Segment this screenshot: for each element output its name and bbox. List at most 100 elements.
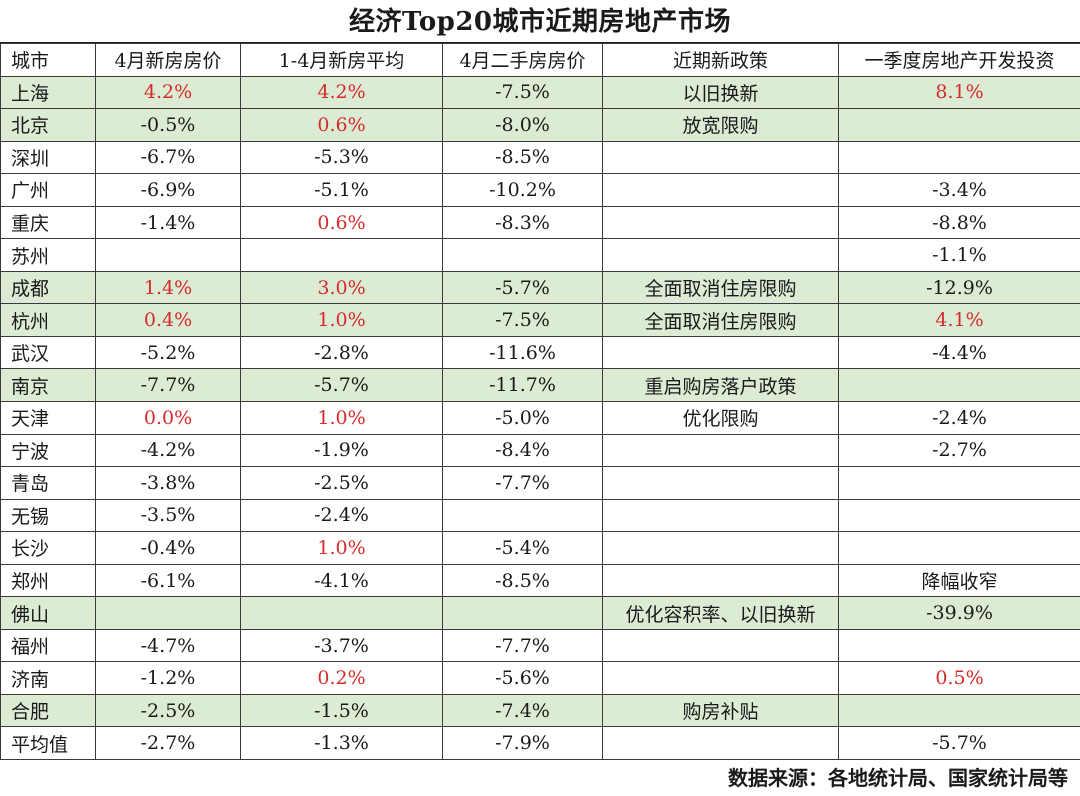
table-row: 郑州-6.1%-4.1%-8.5%降幅收窄 [1, 564, 1080, 597]
cell-jan-apr-avg: -2.4% [241, 499, 443, 532]
cell-jan-apr-avg: -5.3% [241, 141, 443, 174]
table-row: 福州-4.7%-3.7%-7.7% [1, 629, 1080, 662]
cell-city: 佛山 [1, 597, 96, 630]
cell-city: 长沙 [1, 532, 96, 565]
header-row: 城市 4月新房房价 1-4月新房平均 4月二手房房价 近期新政策 一季度房地产开… [1, 44, 1080, 77]
cell-jan-apr-avg: 0.2% [241, 662, 443, 695]
cell-apr-new-price: -2.7% [96, 727, 241, 760]
table-row: 南京-7.7%-5.7%-11.7%重启购房落户政策 [1, 369, 1080, 402]
cell-city: 北京 [1, 109, 96, 142]
cell-q1-investment [839, 532, 1080, 565]
cell-apr-new-price [96, 239, 241, 272]
cell-apr-new-price: -3.8% [96, 467, 241, 500]
cell-apr-resale-price: -7.7% [443, 629, 603, 662]
cell-city: 重庆 [1, 206, 96, 239]
cell-apr-resale-price: -8.5% [443, 141, 603, 174]
column-header-q1-investment: 一季度房地产开发投资 [839, 44, 1080, 77]
cell-city: 杭州 [1, 304, 96, 337]
cell-jan-apr-avg: 1.0% [241, 532, 443, 565]
column-header-apr-resale-price: 4月二手房房价 [443, 44, 603, 77]
cell-new-policy [603, 141, 839, 174]
cell-apr-new-price: -0.4% [96, 532, 241, 565]
cell-q1-investment [839, 499, 1080, 532]
cell-q1-investment: -3.4% [839, 174, 1080, 207]
cell-q1-investment: 0.5% [839, 662, 1080, 695]
cell-apr-resale-price: -11.7% [443, 369, 603, 402]
cell-apr-new-price: -2.5% [96, 694, 241, 727]
cell-apr-resale-price: -5.4% [443, 532, 603, 565]
cell-q1-investment: -2.7% [839, 434, 1080, 467]
cell-apr-new-price [96, 597, 241, 630]
cell-apr-new-price: -4.7% [96, 629, 241, 662]
cell-jan-apr-avg: -5.1% [241, 174, 443, 207]
cell-new-policy: 优化容积率、以旧换新 [603, 597, 839, 630]
cell-jan-apr-avg [241, 597, 443, 630]
cell-apr-new-price: -6.7% [96, 141, 241, 174]
table-row: 平均值-2.7%-1.3%-7.9%-5.7% [1, 727, 1080, 760]
cell-q1-investment [839, 369, 1080, 402]
cell-city: 济南 [1, 662, 96, 695]
cell-q1-investment [839, 141, 1080, 174]
column-header-apr-new-price: 4月新房房价 [96, 44, 241, 77]
cell-new-policy [603, 629, 839, 662]
column-header-new-policy: 近期新政策 [603, 44, 839, 77]
cell-new-policy [603, 174, 839, 207]
cell-q1-investment: -2.4% [839, 402, 1080, 435]
cell-new-policy [603, 499, 839, 532]
table-row: 长沙-0.4%1.0%-5.4% [1, 532, 1080, 565]
cell-new-policy: 优化限购 [603, 402, 839, 435]
cell-jan-apr-avg: -5.7% [241, 369, 443, 402]
cell-city: 天津 [1, 402, 96, 435]
cell-q1-investment [839, 629, 1080, 662]
table-row: 无锡-3.5%-2.4% [1, 499, 1080, 532]
cell-apr-resale-price: -7.5% [443, 76, 603, 109]
cell-apr-new-price: 4.2% [96, 76, 241, 109]
cell-jan-apr-avg: 4.2% [241, 76, 443, 109]
table-row: 宁波-4.2%-1.9%-8.4%-2.7% [1, 434, 1080, 467]
cell-q1-investment: 4.1% [839, 304, 1080, 337]
cell-new-policy [603, 467, 839, 500]
cell-city: 福州 [1, 629, 96, 662]
cell-apr-resale-price: -5.6% [443, 662, 603, 695]
cell-new-policy: 重启购房落户政策 [603, 369, 839, 402]
cell-new-policy [603, 206, 839, 239]
cell-apr-new-price: 0.4% [96, 304, 241, 337]
cell-city: 无锡 [1, 499, 96, 532]
column-header-jan-apr-avg: 1-4月新房平均 [241, 44, 443, 77]
table-row: 苏州-1.1% [1, 239, 1080, 272]
cell-apr-resale-price: -8.3% [443, 206, 603, 239]
cell-q1-investment: -12.9% [839, 271, 1080, 304]
cell-city: 成都 [1, 271, 96, 304]
cell-new-policy: 全面取消住房限购 [603, 304, 839, 337]
cell-apr-new-price: -1.2% [96, 662, 241, 695]
cell-apr-new-price: -7.7% [96, 369, 241, 402]
cell-jan-apr-avg: 0.6% [241, 206, 443, 239]
cell-jan-apr-avg: 1.0% [241, 304, 443, 337]
cell-apr-new-price: -5.2% [96, 336, 241, 369]
cell-jan-apr-avg: -1.9% [241, 434, 443, 467]
cell-apr-resale-price [443, 499, 603, 532]
column-header-city: 城市 [1, 44, 96, 77]
cell-q1-investment: -8.8% [839, 206, 1080, 239]
table-row: 广州-6.9%-5.1%-10.2%-3.4% [1, 174, 1080, 207]
cell-city: 青岛 [1, 467, 96, 500]
cell-apr-resale-price: -11.6% [443, 336, 603, 369]
cell-city: 南京 [1, 369, 96, 402]
cell-apr-new-price: -0.5% [96, 109, 241, 142]
cell-q1-investment: -5.7% [839, 727, 1080, 760]
cell-apr-resale-price [443, 597, 603, 630]
cell-jan-apr-avg: -3.7% [241, 629, 443, 662]
cell-apr-new-price: -6.1% [96, 564, 241, 597]
cell-new-policy: 全面取消住房限购 [603, 271, 839, 304]
cell-jan-apr-avg: -1.3% [241, 727, 443, 760]
cell-apr-resale-price [443, 239, 603, 272]
table-row: 武汉-5.2%-2.8%-11.6%-4.4% [1, 336, 1080, 369]
cell-city: 宁波 [1, 434, 96, 467]
cell-apr-new-price: -1.4% [96, 206, 241, 239]
cell-apr-resale-price: -7.7% [443, 467, 603, 500]
cell-q1-investment: 8.1% [839, 76, 1080, 109]
cell-apr-new-price: -3.5% [96, 499, 241, 532]
